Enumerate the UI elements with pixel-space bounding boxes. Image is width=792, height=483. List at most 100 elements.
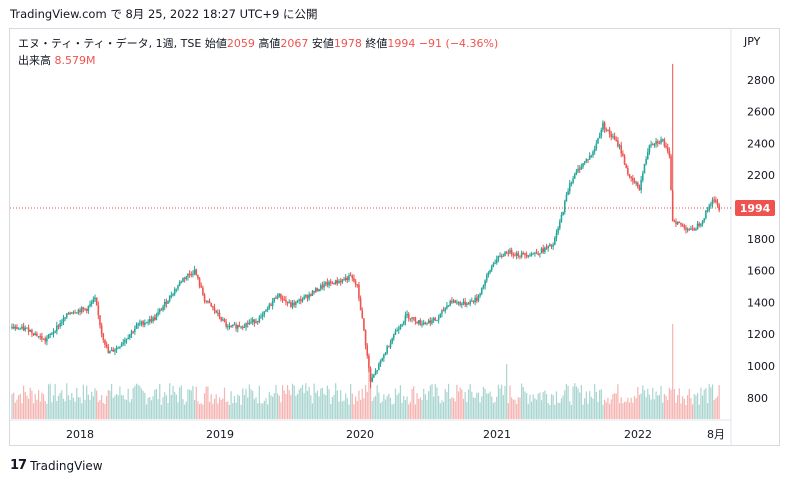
volume-bar	[444, 389, 446, 419]
candle-body	[152, 317, 154, 322]
candle-body	[333, 283, 335, 285]
candle-body	[432, 318, 435, 321]
publish-info: TradingView.com で 8月 25, 2022 18:27 UTC+…	[10, 6, 318, 22]
candle-body	[417, 320, 420, 324]
candle-body	[485, 275, 488, 281]
candle-body	[633, 180, 636, 184]
volume-bar	[374, 395, 377, 419]
volume-value: 8.579M	[54, 54, 96, 67]
candle-body	[658, 143, 661, 145]
volume-bar	[14, 402, 16, 419]
candle-body	[268, 304, 271, 309]
candle-body	[295, 301, 297, 305]
candle-body	[202, 287, 204, 295]
candle-body	[585, 159, 588, 162]
volume-bar	[431, 384, 433, 419]
volume-bar	[155, 388, 158, 419]
volume-bar	[613, 393, 616, 419]
candle-body	[686, 229, 689, 231]
candle-body	[228, 325, 231, 327]
volume-bar	[590, 396, 592, 419]
candle-body	[218, 312, 221, 318]
volume-bar	[424, 394, 426, 419]
volume-bar	[467, 389, 470, 419]
volume-bar	[242, 388, 244, 419]
volume-bar	[433, 396, 435, 419]
volume-bar	[277, 393, 279, 419]
candle-body	[271, 301, 274, 306]
candle-body	[321, 285, 324, 288]
candle-body	[72, 312, 75, 314]
candle-body	[507, 253, 510, 255]
candle-body	[80, 307, 83, 313]
volume-bar	[469, 383, 471, 419]
volume-bar	[208, 401, 211, 419]
volume-bar	[66, 383, 68, 419]
candle-body	[700, 223, 702, 226]
candle-body	[399, 326, 402, 330]
volume-bar	[582, 404, 584, 419]
candle-body	[713, 199, 715, 201]
volume-bar	[718, 385, 720, 419]
volume-bar	[129, 402, 131, 419]
volume-bar	[439, 403, 441, 419]
candle-body	[391, 338, 393, 344]
candle-body	[648, 145, 651, 152]
candle-body	[140, 321, 143, 324]
candle-body	[412, 317, 415, 319]
volume-bar	[715, 398, 717, 419]
candle-body	[195, 269, 198, 276]
candle-body	[291, 302, 294, 307]
volume-bar	[243, 395, 245, 419]
volume-bar	[26, 395, 28, 419]
candle-body	[645, 159, 647, 165]
candle-body	[555, 232, 558, 238]
candle-body	[329, 281, 332, 284]
candle-body	[102, 333, 105, 340]
volume-bar	[539, 392, 541, 419]
candle-body	[217, 312, 219, 314]
volume-bar	[557, 402, 559, 419]
volume-bar	[386, 396, 388, 419]
candle-body	[512, 254, 515, 256]
y-tick-label: 1600	[747, 265, 775, 278]
volume-bar	[381, 401, 383, 419]
volume-bar	[200, 403, 202, 419]
volume-bar	[491, 396, 493, 419]
volume-bar	[338, 401, 340, 419]
candle-body	[64, 317, 66, 319]
candle-body	[630, 176, 632, 178]
candle-body	[261, 314, 264, 317]
candle-body	[263, 311, 266, 315]
candle-body	[51, 333, 53, 335]
volume-bar	[62, 398, 65, 419]
candle-body	[592, 151, 594, 156]
candle-body	[296, 300, 299, 302]
volume-bar	[685, 404, 687, 419]
candle-body	[661, 139, 664, 141]
candle-body	[99, 315, 101, 326]
volume-bar	[227, 401, 229, 419]
candle-body	[394, 331, 397, 335]
chart-frame	[9, 28, 780, 446]
volume-bar	[185, 401, 187, 419]
candle-body	[379, 360, 382, 364]
footer[interactable]: 17 TradingView	[10, 458, 103, 473]
candle-body	[509, 249, 511, 254]
candle-body	[690, 228, 692, 230]
candle-body	[69, 312, 71, 315]
volume-bar	[602, 404, 604, 419]
candle-body	[353, 278, 355, 282]
candle-body	[223, 319, 226, 323]
volume-bar	[296, 394, 299, 419]
candle-body	[139, 323, 141, 325]
volume-bar	[318, 396, 320, 419]
volume-bar	[169, 383, 171, 419]
volume-bar	[192, 385, 194, 419]
low-value: 1978	[333, 37, 362, 50]
volume-bar	[305, 383, 307, 419]
candle-body	[27, 327, 30, 332]
x-tick-label: 8月	[707, 428, 725, 441]
candle-body	[132, 331, 134, 333]
